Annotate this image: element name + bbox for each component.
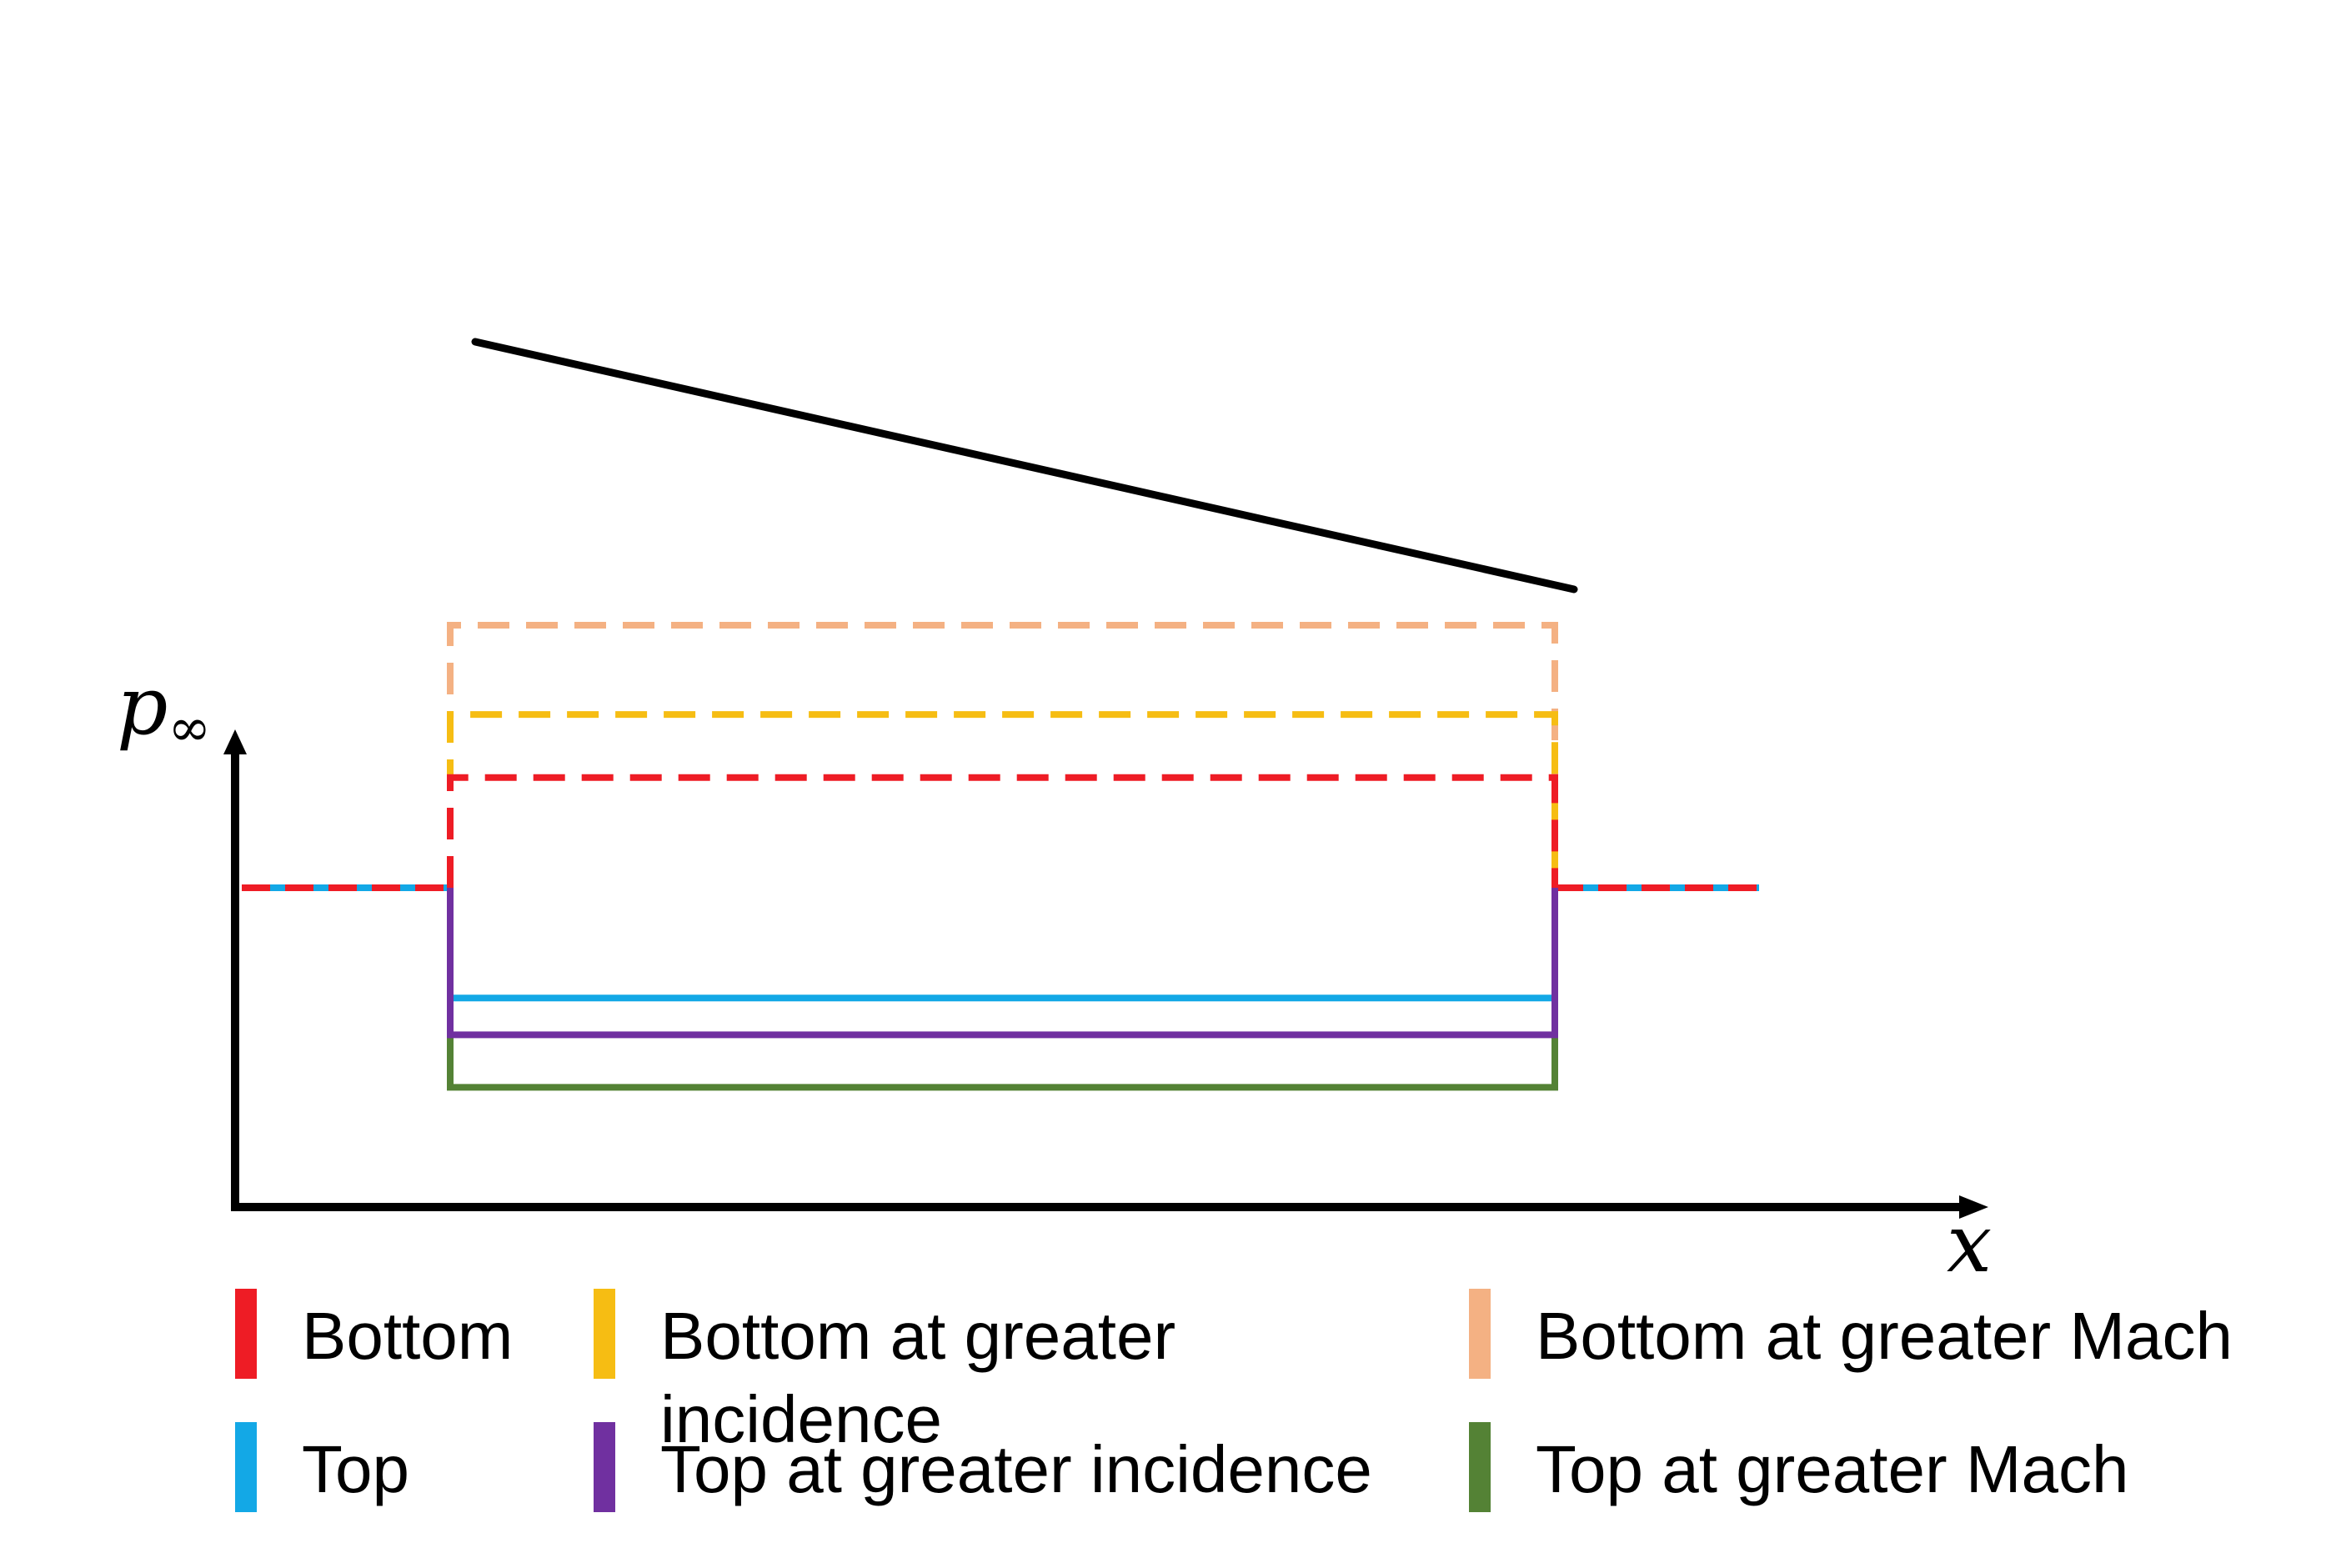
series-line-bottom bbox=[447, 774, 1558, 888]
y-axis-label-subscript: ∞ bbox=[168, 697, 211, 758]
series-line-top-at-greater-incidence bbox=[447, 888, 1558, 1039]
series-line-top bbox=[447, 888, 1558, 1002]
x-axis-arrowhead bbox=[1959, 1195, 1988, 1219]
y-axis-label-main: p bbox=[117, 659, 168, 753]
legend-item: Bottom at greater incidence bbox=[594, 1289, 1176, 1456]
legend-swatch bbox=[235, 1289, 257, 1379]
legend-item: Bottom bbox=[235, 1289, 513, 1379]
legend-swatch bbox=[594, 1422, 615, 1512]
legend-label: Top bbox=[302, 1432, 409, 1506]
x-axis-label: x bbox=[1947, 1197, 1992, 1290]
airfoil-line bbox=[471, 338, 1578, 594]
pressure-curves bbox=[242, 622, 1759, 1091]
series-line-top-at-greater-mach bbox=[447, 888, 1558, 1091]
series-line-bottom-at-greater-mach bbox=[447, 622, 1558, 888]
legend-item: Bottom at greater Mach bbox=[1469, 1289, 2233, 1379]
series-line-bottom-at-greater-incidence bbox=[447, 711, 1558, 888]
y-axis-arrowhead bbox=[223, 729, 247, 754]
legend-label: Top at greater incidence bbox=[660, 1432, 1372, 1506]
legend-label: incidence bbox=[660, 1382, 942, 1456]
legend-label: Bottom bbox=[302, 1299, 513, 1373]
axes: p∞ x bbox=[117, 659, 1992, 1290]
legend-item: Top at greater Mach bbox=[1469, 1422, 2128, 1512]
legend-item: Top at greater incidence bbox=[594, 1422, 1372, 1512]
legend-item: Top bbox=[235, 1422, 409, 1512]
legend-swatch bbox=[235, 1422, 257, 1512]
legend-swatch bbox=[1469, 1289, 1491, 1379]
legend-swatch bbox=[1469, 1422, 1491, 1512]
legend-label: Bottom at greater Mach bbox=[1536, 1299, 2233, 1373]
legend-swatch bbox=[594, 1289, 615, 1379]
legend-label: Top at greater Mach bbox=[1536, 1432, 2128, 1506]
legend-label: Bottom at greater bbox=[660, 1299, 1176, 1373]
y-axis-label: p∞ bbox=[117, 659, 211, 758]
